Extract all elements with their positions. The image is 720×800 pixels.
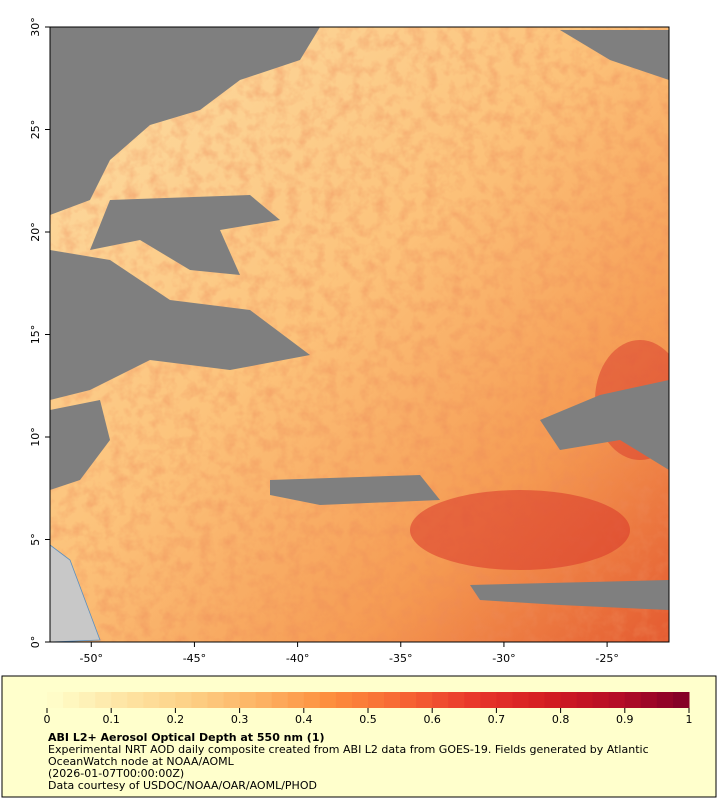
- colorbar-block: [432, 692, 449, 708]
- y-tick-label: 0°: [29, 636, 42, 649]
- y-tick-label: 15°: [29, 325, 42, 345]
- colorbar-block: [335, 692, 353, 708]
- colorbar-block: [560, 692, 578, 708]
- cloud-mask: [50, 400, 110, 490]
- colorbar-block: [640, 692, 658, 708]
- colorbar-block: [63, 692, 80, 708]
- cloud-mask: [270, 475, 440, 505]
- colorbar-tick-label: 0.7: [488, 713, 506, 726]
- y-tick-label: 20°: [29, 222, 42, 242]
- colorbar-block: [384, 692, 401, 708]
- legend-title: ABI L2+ Aerosol Optical Depth at 550 nm …: [48, 731, 325, 744]
- y-tick-label: 25°: [29, 120, 42, 140]
- colorbar-block: [592, 692, 610, 708]
- colorbar-tick-label: 0.6: [423, 713, 441, 726]
- colorbar-block: [255, 692, 273, 708]
- colorbar-tick-label: 0.9: [616, 713, 634, 726]
- colorbar-block: [207, 692, 225, 708]
- legend-line: (2026-01-07T00:00:00Z): [48, 767, 184, 780]
- colorbar-tick-label: 0.5: [359, 713, 377, 726]
- colorbar-block: [448, 692, 465, 708]
- x-tick-label: -30°: [492, 652, 515, 665]
- colorbar-block: [416, 692, 433, 708]
- cloud-mask: [90, 195, 280, 275]
- colorbar-block: [319, 692, 337, 708]
- colorbar-block: [544, 692, 562, 708]
- colorbar-block: [271, 692, 289, 708]
- colorbar-block: [656, 692, 674, 708]
- colorbar-tick-label: 0.3: [231, 713, 249, 726]
- cloud-mask: [560, 30, 669, 80]
- colorbar-block: [79, 692, 96, 708]
- y-tick-label: 5°: [29, 533, 42, 546]
- x-tick-label: -45°: [183, 652, 206, 665]
- x-tick-label: -35°: [389, 652, 412, 665]
- x-tick-label: -40°: [286, 652, 309, 665]
- legend-line: Experimental NRT AOD daily composite cre…: [48, 743, 649, 756]
- colorbar-tick-label: 0: [44, 713, 51, 726]
- colorbar-block: [175, 692, 192, 708]
- colorbar-block: [464, 692, 481, 708]
- colorbar-block: [191, 692, 208, 708]
- colorbar-block: [127, 692, 144, 708]
- colorbar-tick-label: 0.4: [295, 713, 313, 726]
- colorbar-block: [672, 692, 690, 708]
- colorbar-block: [400, 692, 417, 708]
- colorbar-block: [624, 692, 642, 708]
- x-tick-label: -50°: [80, 652, 103, 665]
- colorbar-block: [351, 692, 369, 708]
- colorbar-block: [480, 692, 497, 708]
- legend-line: OceanWatch node at NOAA/AOML: [48, 755, 235, 768]
- cloud-mask: [540, 380, 669, 470]
- colorbar-block: [303, 692, 321, 708]
- colorbar-block: [576, 692, 594, 708]
- colorbar-block: [512, 692, 529, 708]
- colorbar-block: [528, 692, 546, 708]
- colorbar-tick-label: 0.8: [552, 713, 570, 726]
- colorbar-block: [287, 692, 305, 708]
- colorbar-block: [111, 692, 128, 708]
- cloud-mask: [50, 27, 320, 215]
- cloud-mask: [50, 250, 310, 400]
- x-tick-label: -25°: [595, 652, 618, 665]
- colorbar-block: [239, 692, 257, 708]
- colorbar-block: [159, 692, 176, 708]
- colorbar-block: [47, 692, 64, 708]
- colorbar-tick-label: 0.1: [102, 713, 120, 726]
- aod-high: [410, 490, 630, 570]
- y-tick-label: 10°: [29, 427, 42, 447]
- land: [50, 544, 101, 642]
- y-tick-label: 30°: [29, 17, 42, 37]
- colorbar-block: [368, 692, 385, 708]
- legend-line: Data courtesy of USDOC/NOAA/OAR/AOML/PHO…: [48, 779, 317, 792]
- colorbar-tick-label: 0.2: [167, 713, 185, 726]
- colorbar-block: [143, 692, 160, 708]
- cloud-mask: [470, 580, 669, 610]
- aod-field: [50, 27, 669, 642]
- colorbar-block: [223, 692, 241, 708]
- colorbar-tick-label: 1: [686, 713, 693, 726]
- colorbar-block: [608, 692, 626, 708]
- colorbar-block: [496, 692, 513, 708]
- colorbar-block: [95, 692, 112, 708]
